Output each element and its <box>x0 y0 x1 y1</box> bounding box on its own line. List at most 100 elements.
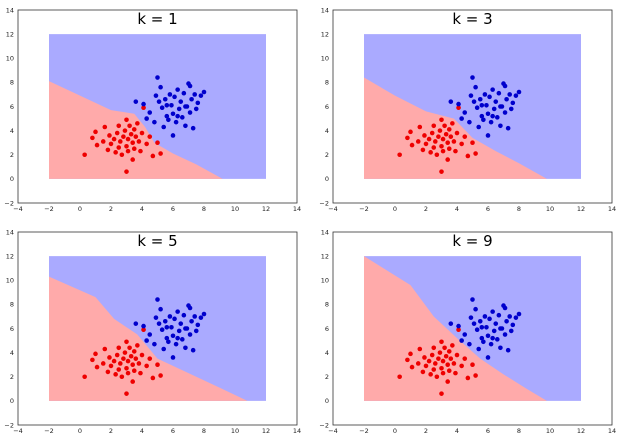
blue-point <box>187 305 193 311</box>
blue-point <box>147 332 153 337</box>
red-point <box>439 169 444 174</box>
red-point <box>436 356 441 361</box>
blue-point <box>166 339 171 345</box>
y-tick-label: 0 <box>325 175 329 183</box>
red-point <box>133 356 139 361</box>
blue-point <box>456 101 461 107</box>
red-point <box>417 124 423 130</box>
red-point <box>453 370 458 376</box>
blue-point <box>462 332 468 337</box>
red-point <box>107 133 112 138</box>
x-tick-label: −4 <box>328 427 338 435</box>
blue-point <box>459 338 464 343</box>
blue-point <box>183 345 188 351</box>
red-point <box>119 374 125 380</box>
x-tick-label: 14 <box>608 205 616 213</box>
x-tick-label: 4 <box>140 205 144 213</box>
blue-point <box>484 102 489 108</box>
red-point <box>443 353 449 359</box>
red-point <box>122 350 128 355</box>
blue-point <box>144 116 149 121</box>
red-point <box>431 345 437 351</box>
blue-point <box>490 309 495 314</box>
red-point <box>93 129 98 135</box>
blue-point <box>498 104 503 109</box>
blue-point <box>508 106 514 112</box>
x-tick-label: 14 <box>293 205 301 213</box>
red-point <box>436 134 441 139</box>
red-point <box>439 117 444 123</box>
x-tick-label: 10 <box>231 427 239 435</box>
red-point <box>114 352 120 358</box>
blue-point <box>502 83 508 89</box>
red-point <box>155 362 160 367</box>
red-point <box>144 363 149 369</box>
blue-point <box>502 305 508 311</box>
y-tick-label: 6 <box>325 103 329 111</box>
red-point <box>437 350 443 355</box>
panel-title: k = 5 <box>137 232 177 250</box>
blue-point <box>173 341 179 347</box>
x-tick-label: −4 <box>13 427 23 435</box>
red-point <box>462 134 468 139</box>
blue-point <box>183 123 188 129</box>
blue-point <box>141 323 146 329</box>
blue-point <box>170 333 176 339</box>
blue-point <box>189 96 194 102</box>
y-tick-label: 6 <box>325 325 329 333</box>
blue-point <box>513 315 519 320</box>
red-point <box>121 356 126 361</box>
red-point <box>141 327 146 333</box>
blue-point <box>193 106 199 112</box>
blue-point <box>170 111 176 117</box>
blue-point <box>510 322 516 328</box>
red-point <box>397 374 402 380</box>
blue-point <box>496 312 502 318</box>
blue-point <box>141 101 146 107</box>
y-tick-label: 4 <box>10 127 14 135</box>
red-point <box>102 346 108 352</box>
blue-point <box>147 110 153 115</box>
red-point <box>118 361 123 366</box>
red-point <box>127 123 132 129</box>
blue-point <box>481 117 486 123</box>
red-point <box>158 151 163 156</box>
blue-point <box>152 341 157 347</box>
blue-point <box>473 306 478 312</box>
blue-point <box>159 105 165 111</box>
axes-frame <box>332 9 613 204</box>
red-point <box>138 370 143 376</box>
red-point <box>417 346 423 352</box>
x-tick-label: 10 <box>231 205 239 213</box>
blue-point <box>159 327 165 333</box>
x-tick-label: 6 <box>486 427 490 435</box>
blue-point <box>508 328 514 334</box>
red-point <box>105 369 111 375</box>
x-tick-label: 8 <box>202 205 206 213</box>
red-point <box>426 358 432 364</box>
red-point <box>446 368 452 374</box>
x-tick-label: 2 <box>109 427 113 435</box>
blue-point <box>498 345 503 351</box>
x-tick-label: 14 <box>608 427 616 435</box>
y-tick-label: 2 <box>325 373 329 381</box>
blue-point <box>485 111 491 117</box>
red-point <box>422 133 427 138</box>
red-point <box>94 364 100 370</box>
y-tick-label: 14 <box>321 228 329 236</box>
y-tick-label: 10 <box>6 55 14 63</box>
blue-point <box>190 347 196 353</box>
y-tick-label: 12 <box>321 30 329 38</box>
y-tick-label: 6 <box>10 325 14 333</box>
red-point <box>155 140 160 145</box>
axes-frame <box>332 231 613 426</box>
x-tick-label: 12 <box>262 205 270 213</box>
blue-point <box>488 119 494 125</box>
red-point <box>439 391 444 396</box>
red-point <box>90 135 95 141</box>
red-point <box>439 339 444 345</box>
red-point <box>459 141 464 147</box>
red-region <box>364 77 547 179</box>
